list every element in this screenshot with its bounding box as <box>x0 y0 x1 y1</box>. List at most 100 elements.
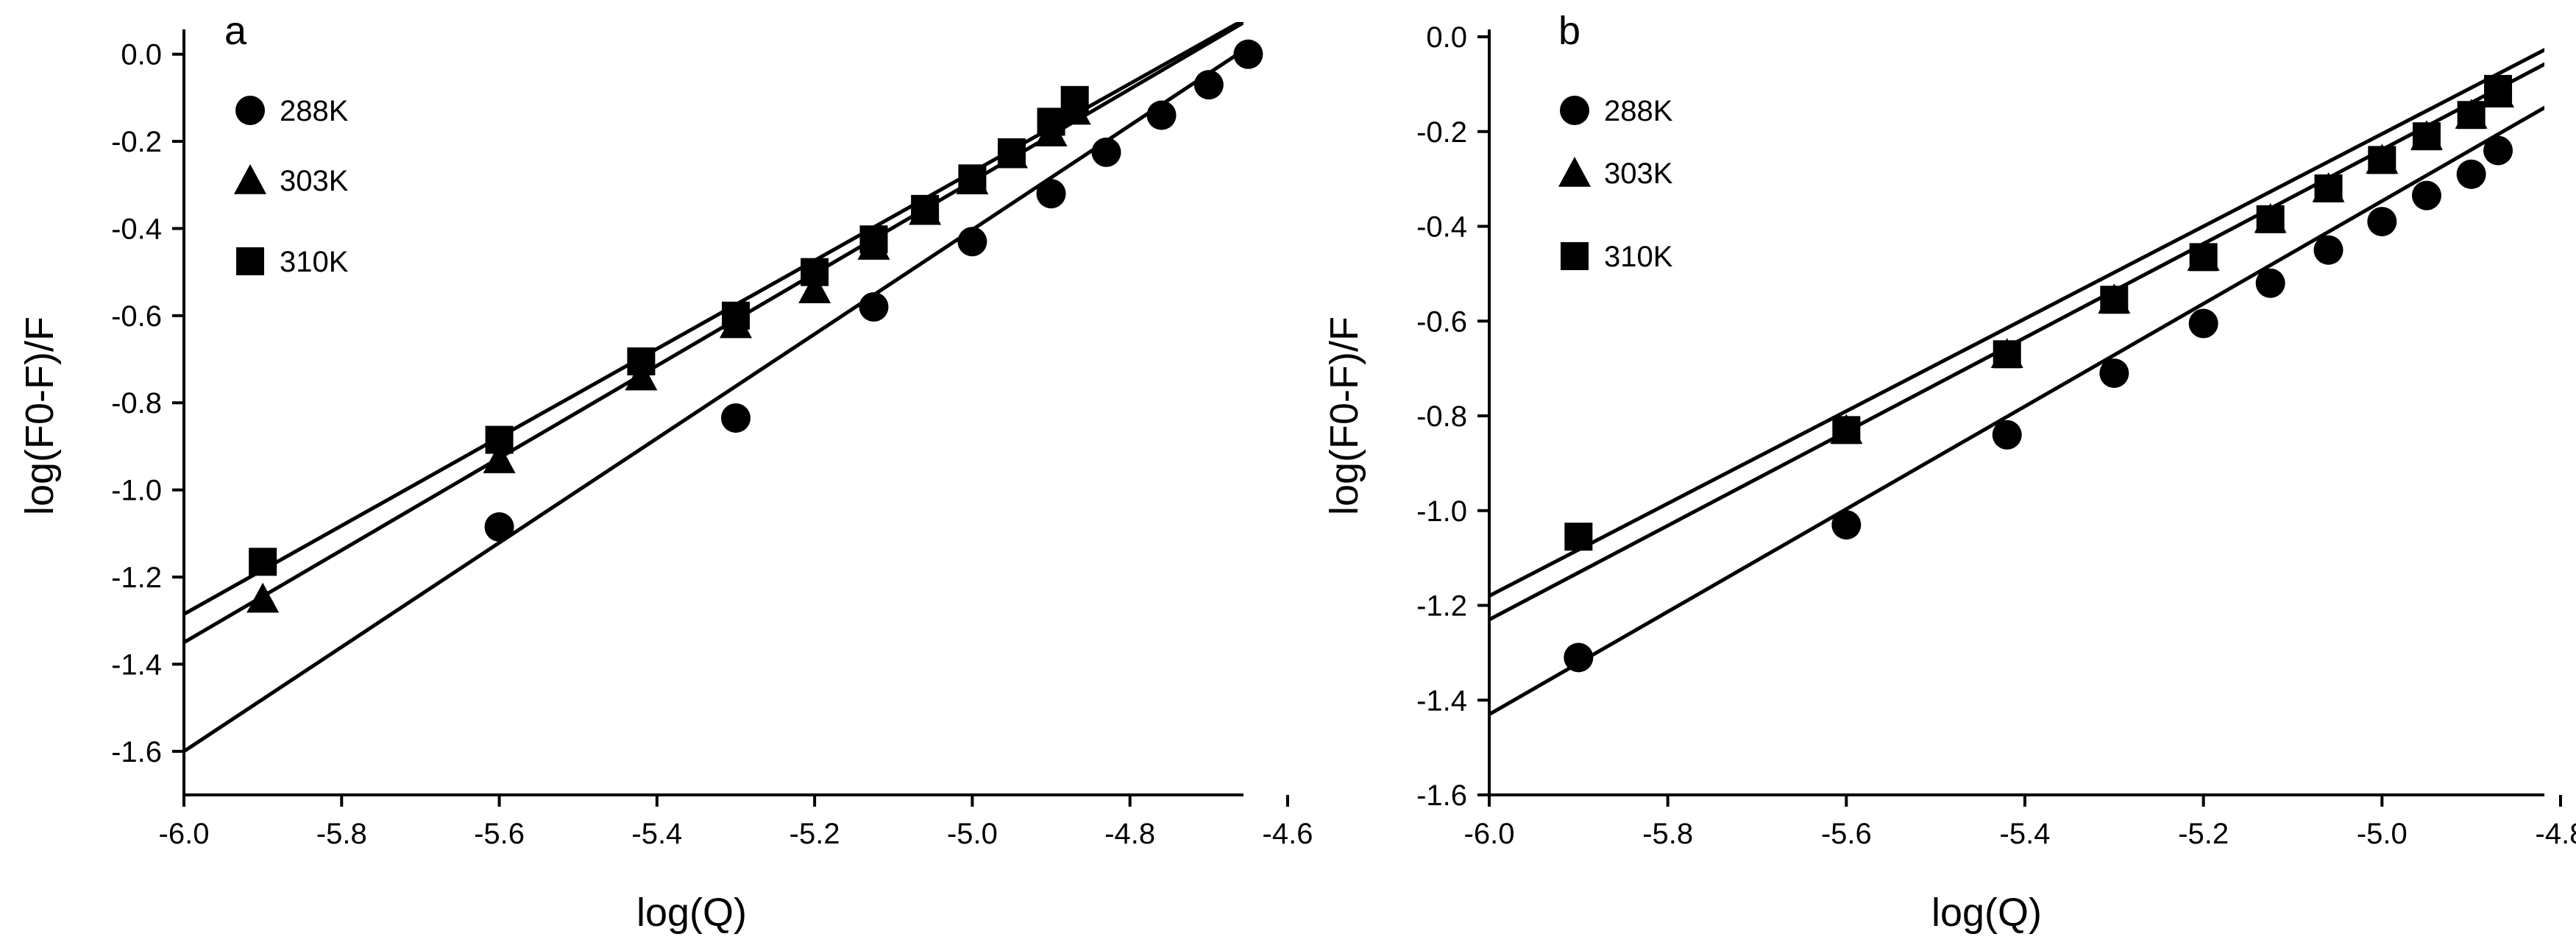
panel-a: -6.0 -5.8 -5.6 -5.4 -5.2 -5.0 -4.8 -4.6 0.0 -0.2 -… <box>18 9 1313 935</box>
y-axis-title: log(F0-F)/F <box>18 316 62 515</box>
y-tick-label: -0.6 <box>1416 305 1467 338</box>
data-point-288K <box>1091 137 1121 167</box>
panel-label: b <box>1558 9 1580 53</box>
y-tick-label: -1.2 <box>1416 590 1467 623</box>
data-point-310K <box>1832 416 1861 445</box>
x-tick-label: -5.6 <box>474 818 525 850</box>
data-point-288K <box>1831 510 1862 540</box>
legend-label-303K: 303K <box>1604 158 1673 190</box>
y-axis-title: log(F0-F)/F <box>1322 316 1366 515</box>
data-point-288K <box>721 403 751 433</box>
y-tick-label: -1.6 <box>1416 779 1467 812</box>
y-tick-label: -0.2 <box>111 126 162 158</box>
legend-label-303K: 303K <box>280 165 349 197</box>
data-point-310K <box>2100 286 2129 314</box>
x-tick-label: -5.8 <box>316 818 367 850</box>
data-point-288K <box>2367 207 2397 237</box>
y-tick-label: -1.0 <box>111 475 162 507</box>
data-point-303K <box>625 360 658 391</box>
data-point-288K <box>2099 358 2129 389</box>
x-tick-label: -5.4 <box>2000 818 2051 850</box>
legend-label-288K: 288K <box>1604 95 1673 127</box>
y-tick-label: -1.4 <box>1416 685 1467 717</box>
y-tick-label: -1.0 <box>1416 495 1467 528</box>
x-tick-label: -5.4 <box>631 818 682 850</box>
y-tick-label: -1.4 <box>111 648 162 681</box>
x-tick-label: -5.2 <box>790 818 840 850</box>
data-point-303K <box>798 273 831 304</box>
y-tick-label: -0.6 <box>111 300 162 333</box>
data-point-310K <box>2368 146 2396 174</box>
x-tick-label: -4.8 <box>2536 818 2576 850</box>
data-point-288K <box>1193 70 1224 100</box>
data-point-310K <box>2256 205 2285 233</box>
y-tick-label: -0.4 <box>1416 211 1467 244</box>
data-point-288K <box>957 227 987 257</box>
data-point-288K <box>2188 308 2218 339</box>
panel-b: -6.0 -5.8 -5.6 -5.4 -5.2 -5.0 -4.8 0.0 -0.2 -0.4 -… <box>1322 9 2576 935</box>
data-point-288K <box>2412 180 2441 211</box>
data-point-310K <box>627 347 656 376</box>
legend-label-288K: 288K <box>280 95 349 127</box>
fit-line-288K <box>184 48 1243 753</box>
y-tick-label: -1.6 <box>111 736 162 768</box>
data-point-288K <box>2483 135 2513 166</box>
fit-line-288K <box>1489 105 2544 716</box>
y-tick-label: -0.8 <box>111 387 162 420</box>
x-tick-label: -5.8 <box>1642 818 1693 850</box>
fit-line-310K <box>1489 48 2544 598</box>
x-tick-label: -5.0 <box>2357 818 2408 850</box>
x-axis-title: log(Q) <box>636 891 747 935</box>
data-point-310K <box>859 225 888 254</box>
x-tick-label: -4.6 <box>1263 818 1313 850</box>
data-point-310K <box>1037 107 1065 136</box>
y-tick-label: -0.4 <box>111 213 162 245</box>
x-tick-label: -5.0 <box>947 818 998 850</box>
data-point-303K <box>246 582 280 613</box>
data-point-310K <box>1993 340 2021 369</box>
y-tick-label: 0.0 <box>1426 21 1467 54</box>
data-point-310K <box>2457 101 2485 130</box>
x-axis-title: log(Q) <box>1931 891 2042 935</box>
fit-line-303K <box>1489 62 2544 622</box>
data-point-288K <box>2456 159 2486 189</box>
x-tick-label: -5.6 <box>1821 818 1872 850</box>
panel-label: a <box>224 9 247 53</box>
data-point-288K <box>1564 643 1594 673</box>
data-point-310K <box>722 301 750 330</box>
data-point-288K <box>1992 420 2022 450</box>
data-point-310K <box>485 425 514 454</box>
data-point-288K <box>1233 39 1263 69</box>
data-point-310K <box>1564 523 1593 551</box>
x-tick-label: -5.2 <box>2178 818 2229 850</box>
data-point-310K <box>1060 85 1089 114</box>
data-point-288K <box>484 512 514 542</box>
x-tick-label: -6.0 <box>1464 818 1515 850</box>
data-point-310K <box>2413 122 2441 151</box>
data-point-310K <box>2484 74 2513 103</box>
legend-marker-303K <box>234 164 266 194</box>
data-point-310K <box>2314 174 2343 202</box>
legend-marker-303K <box>1558 157 1591 187</box>
y-tick-label: 0.0 <box>121 39 162 71</box>
y-tick-label: -1.2 <box>111 562 162 594</box>
data-point-288K <box>859 292 889 322</box>
legend-marker-310K <box>1561 242 1589 270</box>
legend-label-310K: 310K <box>280 246 349 278</box>
data-point-310K <box>911 194 940 223</box>
y-tick-label: -0.2 <box>1416 116 1467 149</box>
legend-marker-310K <box>236 247 264 275</box>
x-tick-label: -4.8 <box>1104 818 1155 850</box>
data-point-310K <box>801 258 829 286</box>
data-point-303K <box>483 443 516 473</box>
data-point-310K <box>2189 243 2218 272</box>
data-point-288K <box>2255 268 2285 298</box>
data-point-310K <box>249 548 277 576</box>
legend-label-310K: 310K <box>1604 241 1673 273</box>
data-point-310K <box>958 164 987 193</box>
data-point-288K <box>1146 100 1177 130</box>
legend-marker-288K <box>235 96 265 125</box>
x-tick-label: -6.0 <box>159 818 210 850</box>
data-point-288K <box>1036 179 1066 209</box>
